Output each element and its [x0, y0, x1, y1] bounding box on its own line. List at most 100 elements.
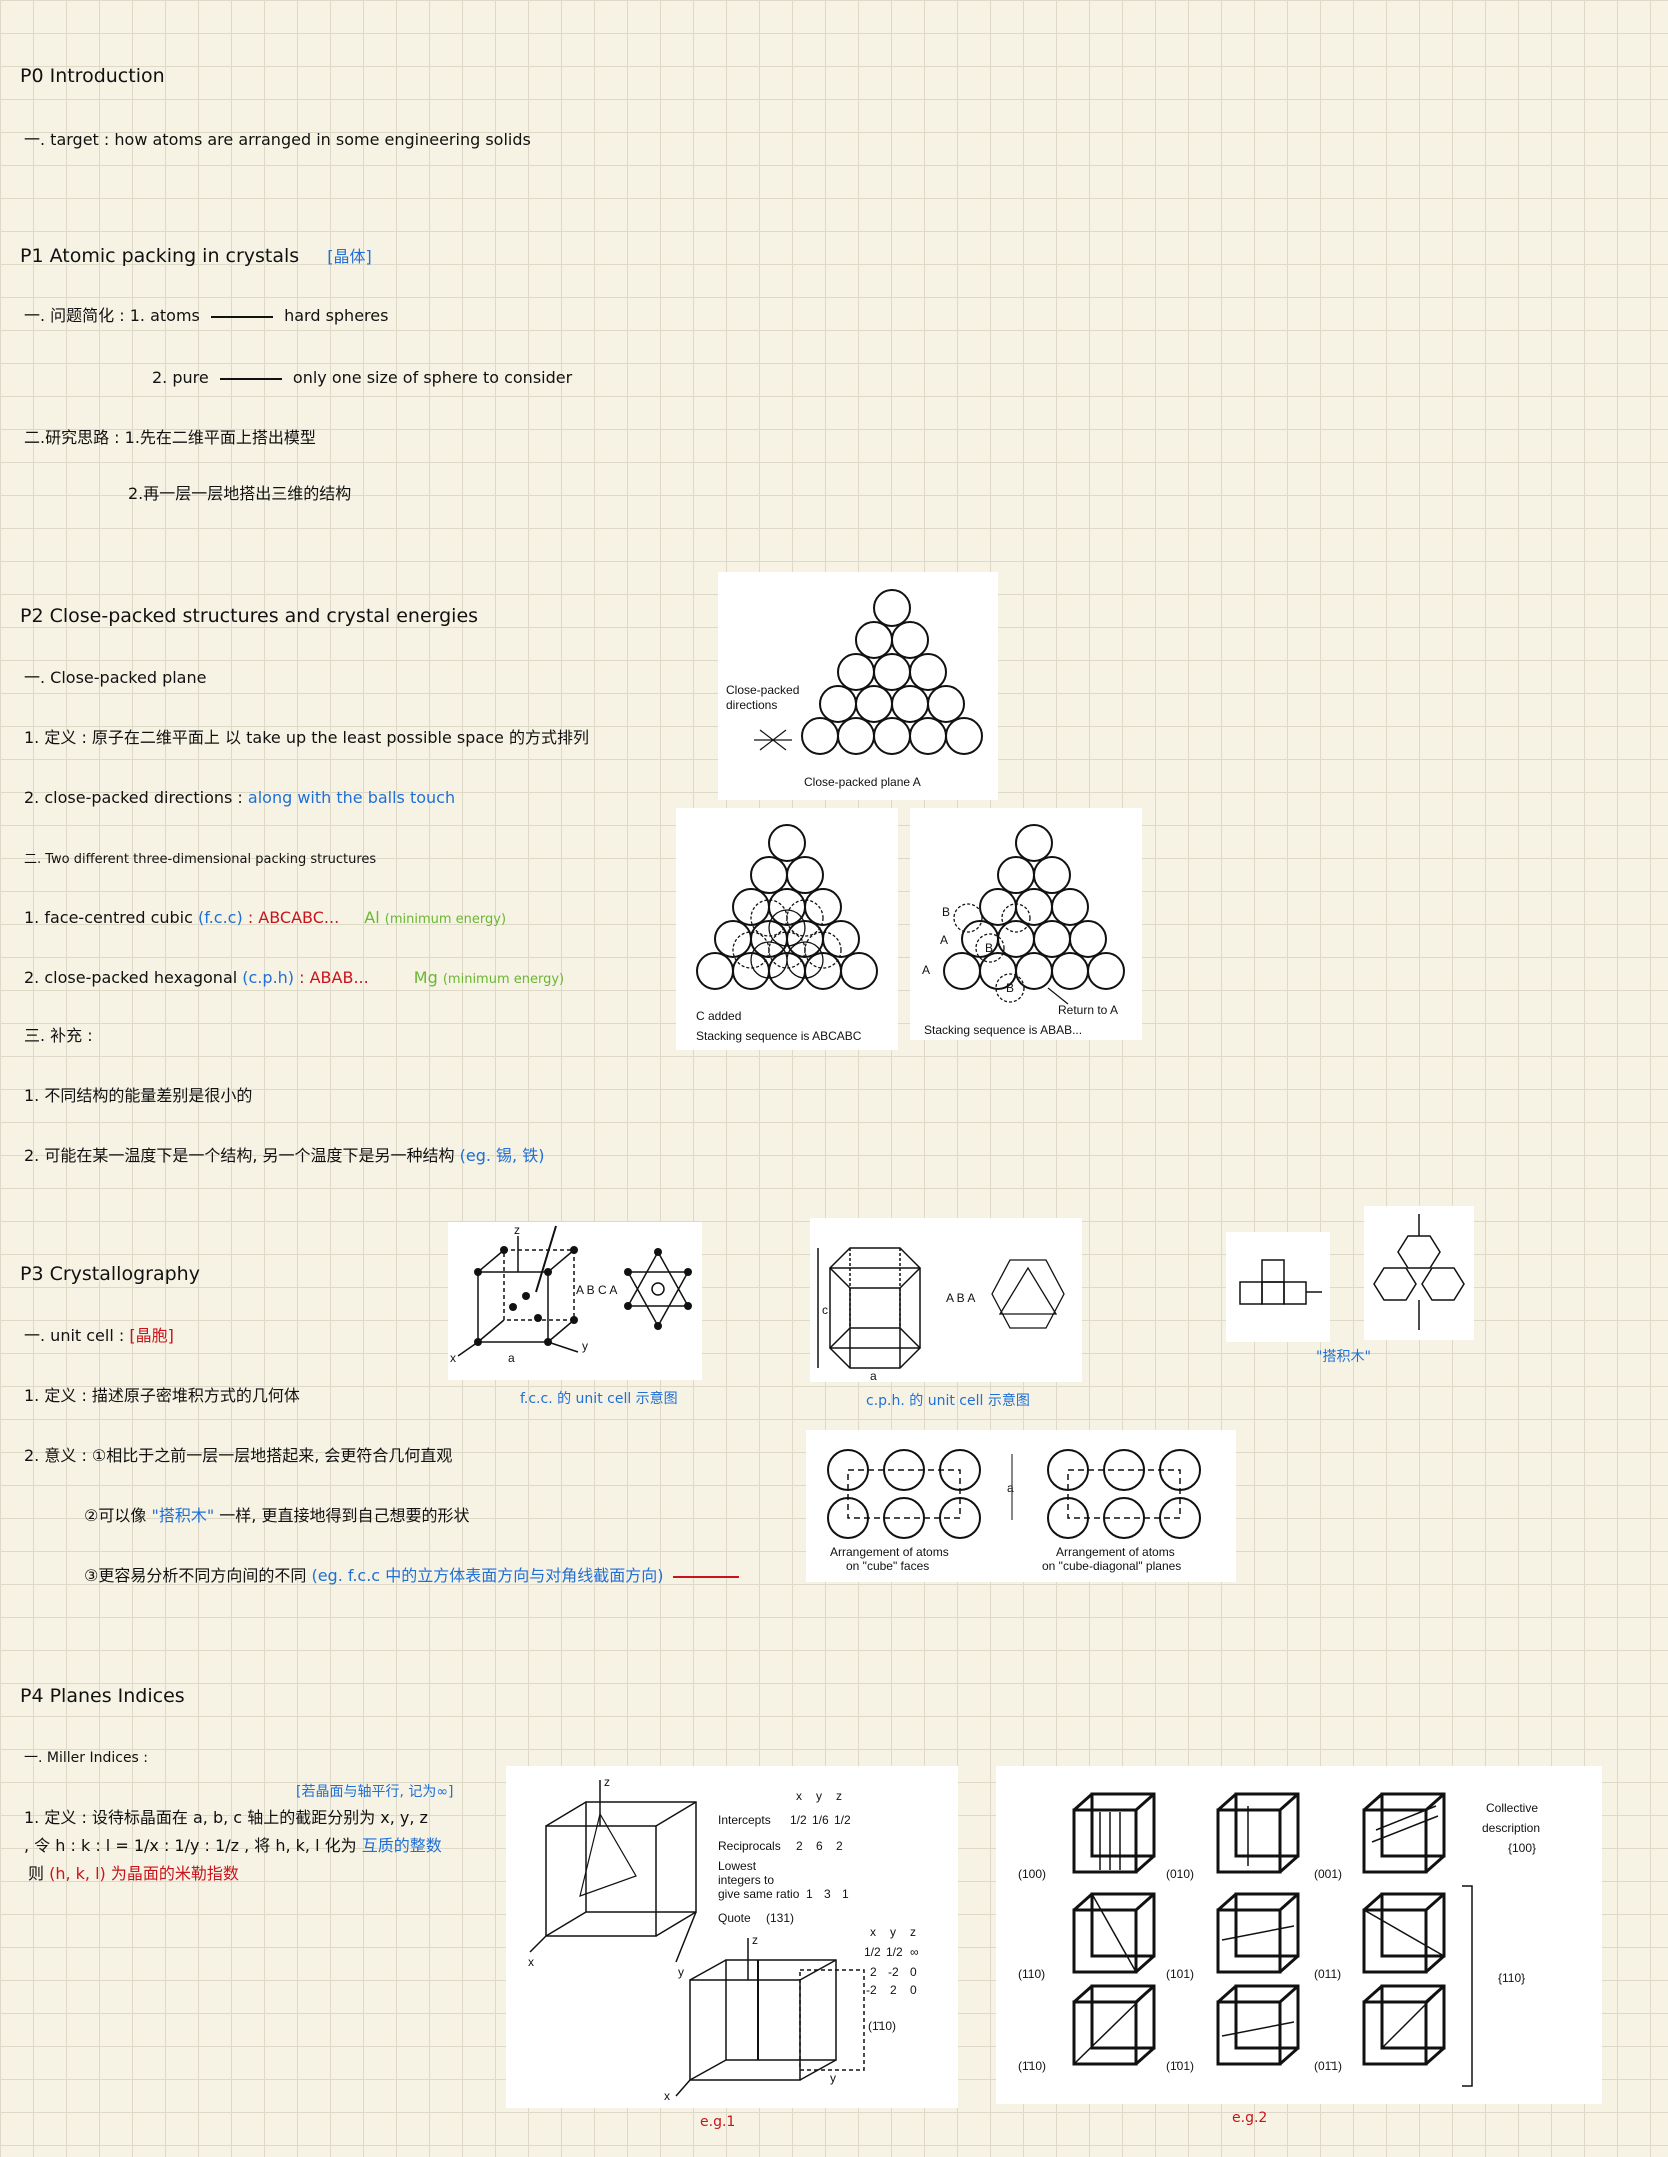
p2-def-suffix: 的方式排列 [508, 728, 589, 747]
p2-supp-1: 1. 不同结构的能量差别是很小的 [24, 1086, 253, 1105]
sphere-layer-b [732, 899, 842, 969]
sphere-layer-a [696, 824, 878, 990]
eg1-svg: z x y x y z Intercepts 1/2 1/6 1/2 Recip… [528, 1775, 919, 2103]
arr-right-2: on "cube-diagonal" planes [1042, 1559, 1181, 1573]
blocks-1-svg [1239, 1259, 1322, 1305]
eg1-b-low-z: 0 [910, 1983, 917, 1997]
p2-fcc-prefix: 1. face-centred cubic [24, 908, 193, 927]
p1-research-1: 二.研究思路 : 1.先在二维平面上搭出模型 [24, 428, 316, 447]
p4-note: [若晶面与轴平行, 记为∞] [296, 1784, 454, 1800]
eg1-low-y: 3 [824, 1887, 831, 1901]
p4-heading: P4 Planes Indices [20, 1685, 185, 1707]
p3-meaning-3-note: (eg. f.c.c 中的立方体表面方向与对角线截面方向) [311, 1566, 664, 1585]
eg1-b-rec-x: 2 [870, 1965, 877, 1979]
abab-stacking-svg: B B B A A Return to A Stacking sequence … [922, 824, 1125, 1037]
hex-blocks-icon [1373, 1214, 1465, 1330]
p2-dir-prefix: 2. close-packed directions : [24, 788, 243, 807]
p1-heading-text: P1 Atomic packing in crystals [20, 245, 300, 267]
sphere-layer-a [801, 589, 983, 755]
p2-cph-seq: : ABAB... [299, 968, 369, 987]
arrow-right-icon [672, 1575, 739, 1578]
p3-meaning-2: ②可以像 "搭积木" 一样, 更直接地得到自己想要的形状 [84, 1506, 469, 1526]
eg1-b-hdr-z: z [910, 1925, 916, 1939]
p4-def-3: 则 (h, k, l) 为晶面的米勒指数 [28, 1864, 239, 1884]
eg1-b-hdr-x: x [870, 1925, 876, 1939]
eg1-z: z [604, 1775, 610, 1789]
eg1-b-label: (1̄10) [868, 2019, 896, 2033]
p2-cph-energy: (minimum energy) [442, 972, 565, 987]
plane-caption: Close-packed plane A [804, 775, 921, 789]
cph-c: c [822, 1303, 828, 1317]
abab-a-label-1: A [940, 933, 948, 947]
fcc-seq: A B C A [576, 1283, 617, 1297]
p1-tag: [晶体] [327, 247, 372, 266]
eg1-quote: Quote [718, 1911, 751, 1925]
cph-a: a [870, 1369, 877, 1382]
blocks-2-svg [1373, 1214, 1465, 1330]
eg1-hdr-y: y [816, 1789, 822, 1803]
cph-seq: A B A [946, 1291, 975, 1305]
abab-caption: Stacking sequence is ABAB... [924, 1023, 1082, 1037]
cph-hexagon [991, 1259, 1065, 1329]
cube-100 [1072, 1792, 1156, 1874]
p2-cph-line: 2. close-packed hexagonal (c.p.h) : ABAB… [24, 968, 564, 990]
eg1-b-low-y: 2 [890, 1983, 897, 1997]
p1-research-2: 2.再一层一层地搭出三维的结构 [128, 484, 352, 503]
p3-unit-cell-tag: [晶胞] [129, 1326, 174, 1345]
eg1-b-hdr-y: y [890, 1925, 896, 1939]
cube-011 [1362, 1892, 1446, 1974]
cph-caption: c.p.h. 的 unit cell 示意图 [866, 1393, 1030, 1409]
figure-abc-stacking: C added Stacking sequence is ABCABC [676, 808, 898, 1050]
abc-caption: Stacking sequence is ABCABC [696, 1029, 862, 1043]
eg1-b-y: y [830, 2071, 836, 2085]
collective-2: description [1482, 1821, 1540, 1835]
p2-cph-prefix: 2. close-packed hexagonal [24, 968, 238, 987]
p4-def-2-prefix: , 令 h : k : l = 1/x : 1/y : 1/z , 将 h, k… [24, 1836, 357, 1855]
eg1-rec-x: 2 [796, 1839, 803, 1853]
cube-01bar1 [1362, 1984, 1446, 2066]
plane-dir-label-2: directions [726, 698, 777, 712]
eg1-cube-bottom [675, 1938, 865, 2097]
p2-fcc-energy: (minimum energy) [384, 912, 507, 927]
eg1-rec-y: 6 [816, 1839, 823, 1853]
fcc-star-atoms [624, 1248, 692, 1330]
eg1-quote-val: (131) [766, 1911, 794, 1925]
fcc-atoms [474, 1246, 578, 1346]
p2-cph-abbr: (c.p.h) [242, 968, 295, 987]
cube-001 [1362, 1792, 1446, 1874]
p3-def: 1. 定义 : 描述原子密堆积方式的几何体 [24, 1386, 300, 1405]
figure-eg2: (100) (010) (001) (110) (101) (011) (1̄1… [996, 1766, 1602, 2104]
p1-simplify-2-label: 2. pure [152, 368, 209, 387]
eg1-b-int-y: 1/2 [886, 1945, 903, 1959]
p1-simplify-1-result: hard spheres [284, 306, 389, 325]
collective-1: Collective [1486, 1801, 1538, 1815]
group-110: {110} [1498, 1971, 1525, 1985]
p3-meaning-2-prefix: ②可以像 [84, 1506, 147, 1525]
plane-011: (011) [1314, 1967, 1341, 1981]
eg1-int-y: 1/6 [812, 1813, 829, 1827]
sphere-layer-a [943, 824, 1125, 990]
p3-unit-cell-text: 一. unit cell : [24, 1326, 125, 1345]
plane-100: (100) [1018, 1867, 1046, 1881]
p2-dir-note: along with the balls touch [247, 788, 456, 807]
arr-left-1: Arrangement of atoms [830, 1545, 949, 1559]
p2-fcc-example: Al [364, 908, 380, 927]
eg1-int-z: 1/2 [834, 1813, 851, 1827]
fcc-x: x [450, 1351, 456, 1365]
abc-stacking-svg: C added Stacking sequence is ABCABC [696, 824, 878, 1043]
p3-meaning-2-quote: "搭积木" [151, 1506, 215, 1525]
eg1-reciprocals: Reciprocals [718, 1839, 781, 1853]
figure-eg1: z x y x y z Intercepts 1/2 1/6 1/2 Recip… [506, 1766, 958, 2108]
p2-def-en: take up the least possible space [246, 728, 504, 747]
arrow-right-icon [219, 377, 282, 380]
cube-010 [1216, 1792, 1300, 1874]
eg1-lowest-3: give same ratio [718, 1887, 800, 1901]
cube-1bar01 [1216, 1984, 1300, 2066]
cph-prism [817, 1247, 922, 1369]
p3-heading: P3 Crystallography [20, 1263, 200, 1285]
p3-meaning-1: 2. 意义 : ①相比于之前一层一层地搭起来, 会更符合几何直观 [24, 1446, 453, 1465]
p2-def-prefix: 1. 定义 : 原子在二维平面上 以 [24, 728, 242, 747]
eg1-lowest-2: integers to [718, 1873, 774, 1887]
eg2-svg: (100) (010) (001) (110) (101) (011) (1̄1… [1018, 1792, 1540, 2087]
eg1-b-rec-y: -2 [888, 1965, 899, 1979]
